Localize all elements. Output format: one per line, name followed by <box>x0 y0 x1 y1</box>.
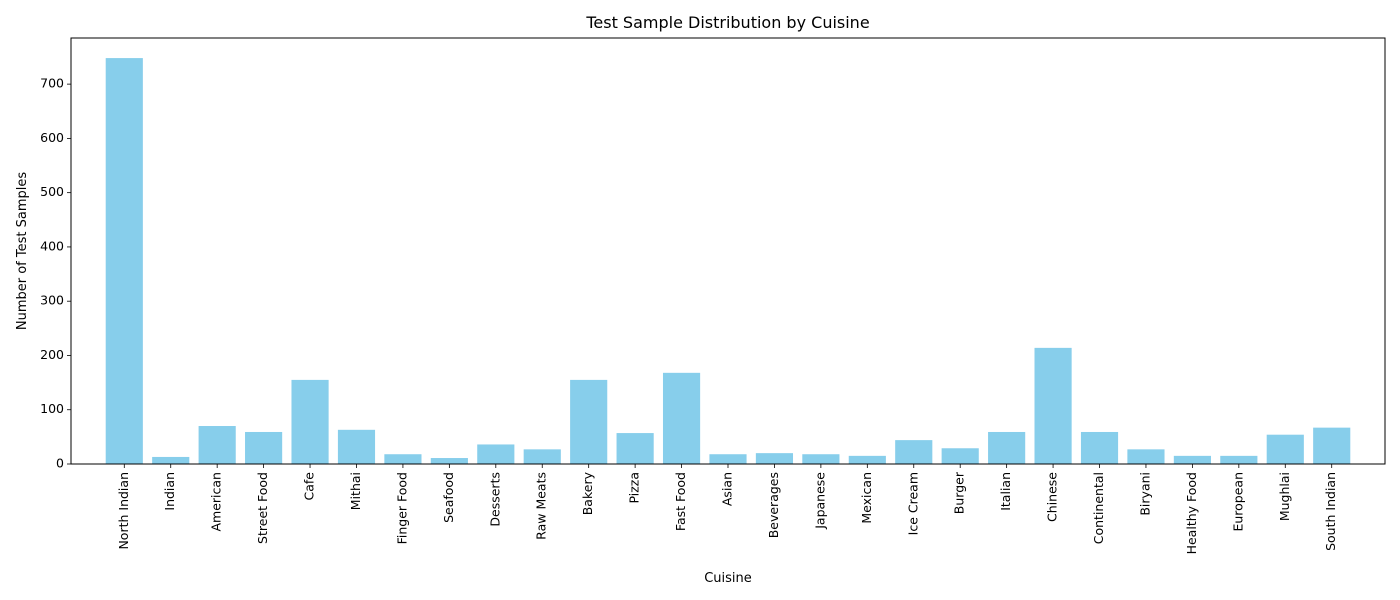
bar-bakery <box>570 379 608 464</box>
x-tick-label: Pizza <box>627 472 642 504</box>
plot-frame <box>70 37 1386 465</box>
x-tick-label: Beverages <box>766 472 781 538</box>
bar-healthy-food <box>1173 455 1211 464</box>
bar-street-food <box>245 431 283 464</box>
x-tick-label: Burger <box>952 471 967 514</box>
bar-indian <box>152 456 190 464</box>
bar-pizza <box>616 433 654 464</box>
bar-japanese <box>802 454 840 464</box>
x-tick-label: Finger Food <box>394 472 409 544</box>
bar-north-indian <box>105 58 143 464</box>
bar-mithai <box>337 429 376 464</box>
x-tick-label: Chinese <box>1045 472 1060 522</box>
x-tick-label: Bakery <box>580 471 595 515</box>
x-tick-label: American <box>209 472 224 532</box>
y-axis-label: Number of Test Samples <box>15 172 30 330</box>
bar-raw-meats <box>523 449 561 464</box>
x-tick-label: South Indian <box>1323 472 1338 551</box>
bar-asian <box>709 454 747 464</box>
bar-burger <box>941 448 979 464</box>
x-tick-label: Mithai <box>348 472 363 510</box>
bar-fast-food <box>662 372 701 464</box>
bar-continental <box>1080 431 1119 464</box>
bar-finger-food <box>384 454 422 464</box>
bar-south-indian <box>1313 427 1351 464</box>
y-tick-label: 500 <box>40 184 64 199</box>
bar-mexican <box>848 455 886 464</box>
x-tick-label: Ice Cream <box>905 472 920 535</box>
x-tick-label: Seafood <box>441 472 456 523</box>
y-tick-label: 600 <box>40 130 64 145</box>
bar-cafe <box>291 379 329 464</box>
x-axis-label: Cuisine <box>704 571 752 586</box>
x-tick-label: Continental <box>1091 472 1106 544</box>
bar-european <box>1220 455 1258 464</box>
x-tick-label: Fast Food <box>673 472 688 531</box>
bar-biryani <box>1127 449 1165 464</box>
x-tick-label: European <box>1230 472 1245 532</box>
bars-layer <box>105 58 1351 464</box>
x-tick-label: North Indian <box>116 472 131 550</box>
bar-american <box>198 426 236 464</box>
x-tick-label: Desserts <box>487 472 502 527</box>
x-tick-label: Healthy Food <box>1184 472 1199 554</box>
bar-chinese <box>1034 347 1072 464</box>
x-tick-label: Mughlai <box>1277 472 1292 521</box>
y-tick-label: 100 <box>40 401 64 416</box>
x-axis-ticks: North Indian Indian American Street Food Caf… <box>116 464 1338 554</box>
bar-seafood <box>430 458 468 464</box>
y-tick-label: 300 <box>40 293 64 308</box>
x-tick-label: Italian <box>998 472 1013 511</box>
y-tick-label: 400 <box>40 238 64 253</box>
x-tick-label: Biryani <box>1137 472 1152 516</box>
y-axis-ticks: 0 100 200 300 400 500 600 700 <box>40 76 71 471</box>
x-tick-label: Cafe <box>302 472 317 501</box>
x-tick-label: Japanese <box>812 472 827 530</box>
x-tick-label: Raw Meats <box>534 472 549 540</box>
y-tick-label: 0 <box>56 456 64 471</box>
bar-ice-cream <box>895 440 933 464</box>
bar-beverages <box>755 453 794 464</box>
y-tick-label: 700 <box>40 76 64 91</box>
bar-italian <box>988 431 1026 464</box>
x-tick-label: Mexican <box>859 472 874 524</box>
y-tick-label: 200 <box>40 347 64 362</box>
bar-mughlai <box>1266 434 1304 464</box>
x-tick-label: Asian <box>720 472 735 506</box>
bar-desserts <box>477 444 515 464</box>
x-tick-label: Indian <box>162 472 177 511</box>
chart-title: Test Sample Distribution by Cuisine <box>585 13 869 32</box>
x-tick-label: Street Food <box>255 472 270 544</box>
